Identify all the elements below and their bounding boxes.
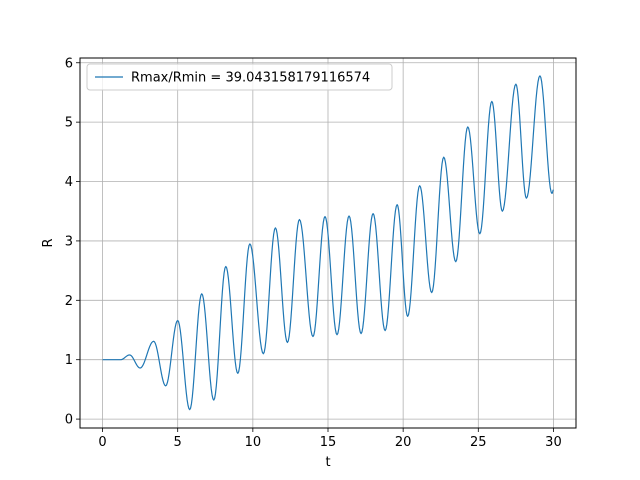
y-tick-label: 4 [65,175,73,190]
y-tick-label: 6 [65,56,73,71]
x-tick-label: 25 [470,435,487,450]
x-tick-label: 30 [545,435,562,450]
x-tick-label: 15 [320,435,337,450]
y-tick-label: 3 [65,234,73,249]
y-axis-label: R [41,238,56,247]
grid [80,58,576,428]
x-tick-label: 0 [98,435,106,450]
y-tick-label: 1 [65,353,73,368]
x-axis-label: t [325,455,330,470]
y-tick-label: 0 [65,413,73,428]
y-tick-label: 5 [65,116,73,131]
x-tick-label: 5 [174,435,182,450]
ticks: 0 5 10 15 20 25 30 0 1 2 3 4 5 6 [65,56,562,450]
y-tick-label: 2 [65,294,73,309]
x-tick-label: 10 [245,435,262,450]
x-tick-label: 20 [395,435,412,450]
legend-label: Rmax/Rmin = 39.043158179116574 [131,71,370,86]
legend: Rmax/Rmin = 39.043158179116574 [87,64,392,90]
